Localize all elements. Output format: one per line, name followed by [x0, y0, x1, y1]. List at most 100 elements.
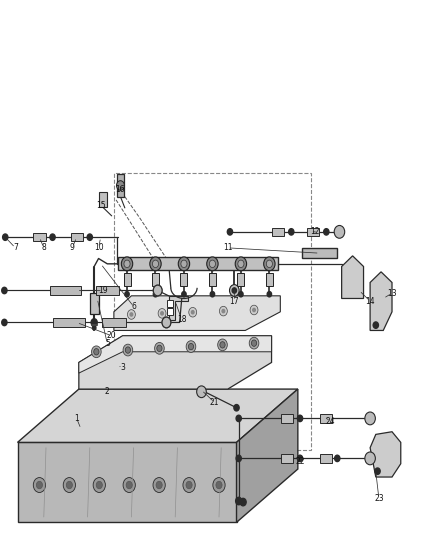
Polygon shape	[169, 296, 188, 320]
Text: 24: 24	[326, 417, 336, 425]
Bar	[117, 174, 124, 197]
Circle shape	[232, 288, 237, 293]
Text: 13: 13	[387, 289, 397, 297]
Circle shape	[267, 292, 272, 297]
Bar	[272, 228, 284, 236]
Bar	[71, 233, 83, 241]
Circle shape	[240, 498, 246, 506]
Polygon shape	[237, 389, 298, 522]
Circle shape	[251, 340, 257, 346]
Text: 11: 11	[223, 244, 233, 252]
Bar	[320, 414, 332, 423]
Bar	[90, 293, 99, 314]
Circle shape	[220, 342, 225, 348]
Circle shape	[92, 326, 96, 330]
Circle shape	[117, 181, 124, 190]
Circle shape	[266, 260, 272, 268]
Text: 16: 16	[116, 185, 125, 193]
Circle shape	[227, 229, 233, 235]
Polygon shape	[102, 318, 126, 327]
Bar	[114, 173, 311, 450]
Bar	[266, 273, 273, 286]
Bar	[237, 273, 244, 286]
Text: 19: 19	[98, 286, 108, 295]
Circle shape	[153, 285, 162, 296]
Circle shape	[238, 260, 244, 268]
Circle shape	[161, 312, 163, 315]
Circle shape	[3, 234, 8, 240]
Bar	[281, 414, 293, 423]
Bar	[167, 301, 173, 307]
Circle shape	[249, 337, 259, 349]
Circle shape	[158, 309, 166, 318]
Text: 18: 18	[177, 316, 187, 324]
Circle shape	[334, 225, 345, 238]
Text: 1: 1	[74, 414, 79, 423]
Circle shape	[365, 412, 375, 425]
Circle shape	[182, 292, 186, 297]
Circle shape	[210, 292, 215, 297]
Circle shape	[124, 260, 130, 268]
Circle shape	[209, 260, 215, 268]
Text: 9: 9	[70, 244, 75, 252]
Circle shape	[186, 481, 192, 489]
Circle shape	[188, 343, 194, 350]
Circle shape	[162, 317, 171, 328]
Circle shape	[189, 308, 197, 317]
Circle shape	[36, 481, 42, 489]
Circle shape	[152, 260, 159, 268]
Bar	[307, 228, 319, 236]
Circle shape	[264, 257, 275, 271]
Polygon shape	[342, 256, 364, 298]
Circle shape	[216, 481, 222, 489]
Circle shape	[121, 257, 133, 271]
Circle shape	[96, 481, 102, 489]
Text: 17: 17	[230, 297, 239, 305]
Circle shape	[218, 339, 227, 351]
Text: 21: 21	[210, 398, 219, 407]
Circle shape	[183, 478, 195, 492]
Circle shape	[236, 415, 241, 422]
Circle shape	[181, 260, 187, 268]
Circle shape	[375, 468, 380, 474]
Text: 14: 14	[365, 297, 375, 305]
Text: 20: 20	[107, 332, 117, 340]
Text: 5: 5	[105, 340, 110, 348]
Circle shape	[178, 257, 190, 271]
Circle shape	[2, 287, 7, 294]
Circle shape	[235, 257, 247, 271]
Polygon shape	[114, 296, 280, 330]
Circle shape	[297, 455, 303, 462]
Circle shape	[125, 347, 131, 353]
Polygon shape	[53, 318, 85, 327]
Circle shape	[87, 234, 92, 240]
Circle shape	[123, 478, 135, 492]
Polygon shape	[18, 389, 298, 442]
Circle shape	[66, 481, 72, 489]
Circle shape	[156, 481, 162, 489]
Circle shape	[2, 319, 7, 326]
Circle shape	[153, 285, 162, 296]
Circle shape	[186, 341, 196, 352]
Text: 8: 8	[42, 244, 46, 252]
Text: 6: 6	[131, 302, 136, 311]
Text: 10: 10	[94, 244, 103, 252]
Circle shape	[373, 322, 378, 328]
Circle shape	[92, 346, 101, 358]
Circle shape	[213, 478, 225, 492]
Polygon shape	[18, 442, 237, 522]
Circle shape	[50, 234, 55, 240]
Circle shape	[150, 257, 161, 271]
Circle shape	[126, 481, 132, 489]
Circle shape	[207, 257, 218, 271]
Bar	[302, 248, 337, 258]
Circle shape	[191, 311, 194, 314]
Circle shape	[91, 319, 97, 326]
Polygon shape	[370, 272, 392, 330]
Circle shape	[157, 345, 162, 352]
Polygon shape	[96, 286, 119, 295]
Text: 22: 22	[295, 457, 305, 465]
Circle shape	[289, 229, 294, 235]
Circle shape	[335, 455, 340, 462]
Polygon shape	[79, 336, 272, 373]
